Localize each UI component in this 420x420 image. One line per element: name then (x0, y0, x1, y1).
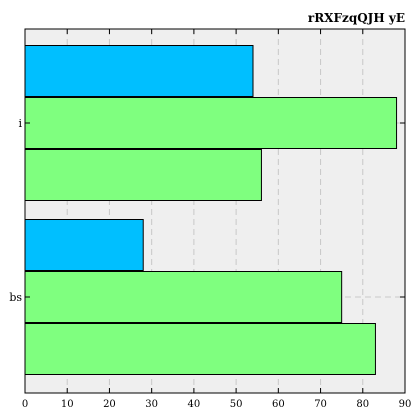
x-tick-label: 80 (356, 399, 369, 410)
x-tick-label: 10 (61, 399, 74, 410)
bar-i-series-1 (25, 46, 253, 97)
x-tick-label: 60 (272, 399, 285, 410)
bar-bs-series-3 (25, 324, 375, 375)
x-tick-label: 0 (22, 399, 28, 410)
bar-i-series-3 (25, 150, 261, 201)
chart-title: rRXFzqQJH yE (308, 11, 405, 25)
bar-i-series-2 (25, 98, 397, 149)
x-tick-label: 50 (230, 399, 243, 410)
x-tick-label: 30 (145, 399, 158, 410)
x-tick-label: 40 (188, 399, 201, 410)
category-label-i: i (18, 117, 22, 130)
bar-bs-series-1 (25, 220, 143, 271)
bar-bs-series-2 (25, 272, 342, 323)
x-tick-label: 70 (314, 399, 327, 410)
x-tick-label: 90 (399, 399, 412, 410)
category-label-bs: bs (9, 291, 22, 304)
x-tick-label: 20 (103, 399, 116, 410)
